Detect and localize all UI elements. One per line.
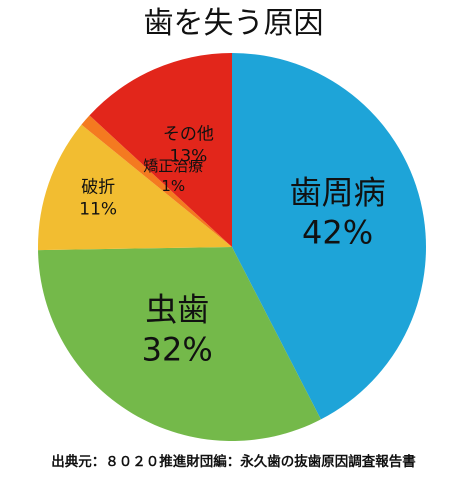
- source-note: 出典元：８０２０推進財団編：永久歯の抜歯原因調査報告書: [51, 454, 416, 470]
- pie-slice-3: [37, 124, 233, 251]
- chart-title: 歯を失う原因: [143, 6, 324, 41]
- slice-value-2: 32%: [142, 331, 213, 369]
- pie-slice-5: [89, 52, 233, 247]
- slice-value-4: 1%: [161, 177, 185, 195]
- slice-value-5: 13%: [170, 147, 208, 167]
- slice-label-1: 歯周病: [290, 173, 386, 211]
- slice-value-3: 11%: [79, 200, 117, 220]
- pie-slice-1: [232, 53, 426, 420]
- slice-label-5: その他: [163, 125, 214, 145]
- slice-label-3: 破折: [81, 178, 115, 198]
- slice-value-1: 42%: [302, 213, 373, 251]
- slice-label-4: 矯正治療: [143, 157, 203, 175]
- pie-slice-4: [81, 115, 233, 248]
- slice-label-2: 虫歯: [145, 291, 209, 329]
- pie-slice-2: [38, 247, 321, 442]
